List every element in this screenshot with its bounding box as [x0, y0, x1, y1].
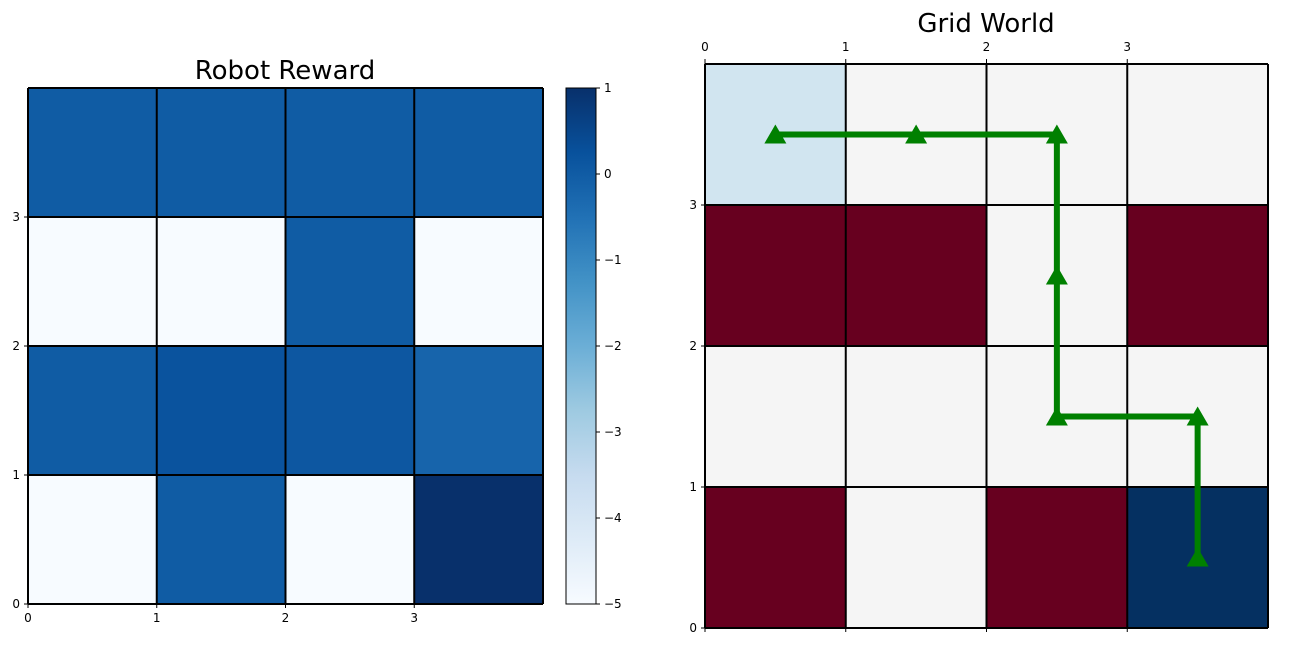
path-marker [1045, 124, 1068, 144]
x-tick-label: 3 [410, 611, 418, 625]
colorbar-tick-label: −2 [604, 339, 622, 353]
colorbar-gradient [565, 87, 597, 605]
cell-obstacle [705, 487, 846, 628]
y-tick-label: 2 [689, 339, 697, 353]
y-tick-label: 0 [12, 597, 20, 611]
y-tick-label: 3 [12, 210, 20, 224]
y-tick-label: 1 [12, 468, 20, 482]
x-tick-label: 1 [842, 40, 850, 54]
cell-obstacle [705, 205, 846, 346]
robot-reward-title: Robot Reward [195, 56, 376, 86]
reward-cell [28, 217, 157, 346]
robot-reward-ticks: 0 1 2 3 0 1 2 3 [12, 210, 418, 625]
reward-cell [414, 88, 543, 217]
policy-path [764, 124, 1209, 567]
x-tick-label: 2 [983, 40, 991, 54]
reward-cell [156, 88, 286, 217]
colorbar-tick-label: 1 [604, 81, 612, 95]
grid-world-ticks: 0 1 2 3 0 1 2 3 [689, 40, 1131, 635]
colorbar-tick-label: 0 [604, 167, 612, 181]
cell-empty [1127, 64, 1268, 205]
reward-cell [285, 475, 415, 604]
path-marker [905, 124, 928, 144]
reward-cell [285, 346, 415, 475]
colorbar: 1 0 −1 −2 −3 −4 −5 [565, 81, 622, 611]
reward-cell [156, 475, 286, 604]
reward-cell [28, 475, 157, 604]
path-marker [1045, 406, 1068, 426]
cell-obstacle [1127, 205, 1268, 346]
reward-cell [285, 88, 415, 217]
reward-cell [285, 217, 415, 346]
reward-cell [28, 346, 157, 475]
cell-obstacle [986, 487, 1128, 628]
robot-reward-chart: Robot Reward 0 1 2 3 0 1 2 3 [12, 56, 544, 625]
cell-empty [845, 487, 987, 628]
grid-world-chart: Grid World 0 1 2 3 0 1 2 3 [689, 9, 1269, 635]
colorbar-tick-label: −4 [604, 511, 622, 525]
cell-obstacle [845, 205, 987, 346]
colorbar-tick-label: −1 [604, 253, 622, 267]
path-marker [1045, 265, 1068, 285]
colorbar-tick-label: −5 [604, 597, 622, 611]
colorbar-ticks: 1 0 −1 −2 −3 −4 −5 [596, 81, 622, 611]
path-marker [1186, 406, 1209, 426]
robot-reward-cells [28, 88, 543, 604]
grid-world-title: Grid World [917, 9, 1054, 39]
reward-cell [414, 475, 543, 604]
x-tick-label: 0 [24, 611, 32, 625]
cell-empty [705, 346, 846, 487]
x-tick-label: 1 [153, 611, 161, 625]
x-tick-label: 0 [701, 40, 709, 54]
x-tick-label: 2 [282, 611, 290, 625]
y-tick-label: 1 [689, 480, 697, 494]
reward-cell [414, 217, 543, 346]
y-tick-label: 2 [12, 339, 20, 353]
reward-cell [156, 217, 286, 346]
reward-cell [28, 88, 157, 217]
y-tick-label: 3 [689, 198, 697, 212]
x-tick-label: 3 [1123, 40, 1131, 54]
reward-cell [156, 346, 286, 475]
cell-empty [845, 346, 987, 487]
reward-cell [414, 346, 543, 475]
y-tick-label: 0 [689, 621, 697, 635]
path-marker [764, 124, 787, 144]
path-marker [1186, 547, 1209, 567]
colorbar-tick-label: −3 [604, 425, 622, 439]
